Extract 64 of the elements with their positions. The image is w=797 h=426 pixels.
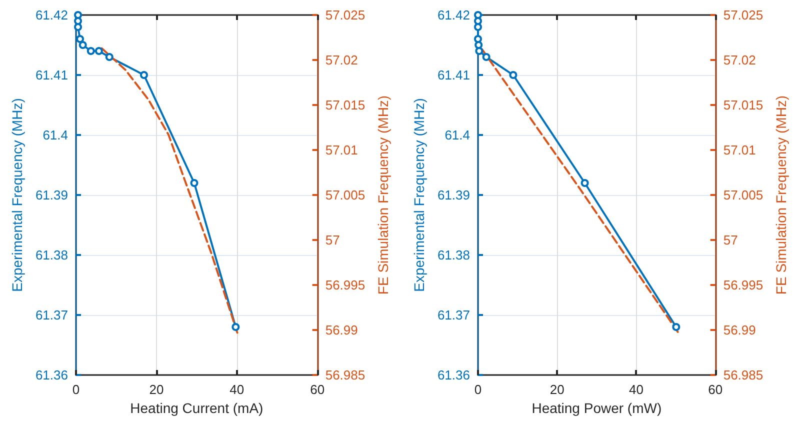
x-tick-label: 20 [149, 382, 164, 397]
y-tick-label: 61.39 [437, 188, 470, 202]
point [94, 47, 103, 55]
x-axis-title: Heating Current (mA) [130, 400, 264, 416]
y-tick-label: 61.39 [35, 188, 68, 202]
y2-tick-label: 56.985 [723, 368, 764, 382]
point [474, 17, 482, 25]
y2-axis-title: FE Simulation Frequency (MHz) [375, 95, 391, 295]
y-tick-label: 61.36 [437, 368, 470, 382]
y-tick-label: 61.37 [35, 308, 68, 322]
y2-tick-label: 57.02 [723, 52, 756, 68]
y-axis-title: Experimental Frequency (MHz) [9, 98, 25, 292]
y2-tick-label: 57.02 [325, 52, 358, 68]
y2-tick-label: 56.995 [723, 278, 764, 292]
x-tick-label: 40 [230, 382, 244, 397]
point [474, 41, 483, 49]
point [474, 35, 482, 43]
y-tick-label: 61.42 [437, 8, 470, 22]
y2-tick-label: 57.015 [325, 98, 366, 112]
y-tick-label: 61.36 [35, 368, 68, 382]
point [232, 323, 240, 331]
point [86, 47, 95, 55]
x-tick-label: 60 [708, 382, 723, 397]
point [580, 179, 589, 187]
point [105, 53, 114, 61]
point [78, 41, 87, 49]
y2-tick-label: 56.985 [325, 368, 366, 382]
x-tick-label: 60 [310, 382, 325, 397]
y2-tick-label: 57.01 [325, 142, 358, 158]
y-tick-label: 61.41 [437, 68, 470, 82]
y2-tick-label: 57.005 [325, 188, 366, 202]
x-axis-title: Heating Power (mW) [532, 400, 662, 416]
y2-tick-label: 57.025 [325, 8, 366, 22]
y2-tick-label: 56.995 [325, 278, 366, 292]
point [475, 47, 484, 55]
y-tick-label: 61.38 [35, 248, 68, 262]
y2-axis-title: FE Simulation Frequency (MHz) [773, 95, 789, 295]
y2-tick-label: 56.99 [723, 322, 756, 338]
point [140, 71, 148, 79]
point [76, 35, 84, 43]
y-tick-label: 61.37 [437, 308, 470, 322]
y-tick-label: 61.41 [35, 68, 68, 82]
x-tick-label: 0 [474, 382, 482, 397]
y2-tick-label: 57 [325, 232, 340, 248]
y2-tick-label: 57.01 [723, 142, 756, 158]
y2-tick-label: 57 [723, 232, 738, 248]
point [672, 323, 680, 331]
point [74, 23, 82, 31]
point [474, 23, 482, 31]
y-axis-title: Experimental Frequency (MHz) [411, 98, 427, 292]
point [482, 53, 490, 61]
y-tick-label: 61.4 [444, 128, 470, 142]
x-tick-label: 40 [628, 382, 644, 397]
point [509, 71, 518, 79]
y2-tick-label: 57.025 [723, 8, 764, 22]
y2-tick-label: 57.015 [723, 98, 764, 112]
y-tick-label: 61.4 [42, 128, 68, 142]
point [190, 179, 198, 187]
y2-tick-label: 56.99 [325, 322, 358, 338]
x-tick-label: 20 [550, 382, 564, 397]
y-tick-label: 61.42 [35, 8, 68, 22]
y-tick-label: 61.38 [437, 248, 470, 262]
x-tick-label: 0 [72, 382, 80, 397]
y2-tick-label: 57.005 [723, 188, 764, 202]
